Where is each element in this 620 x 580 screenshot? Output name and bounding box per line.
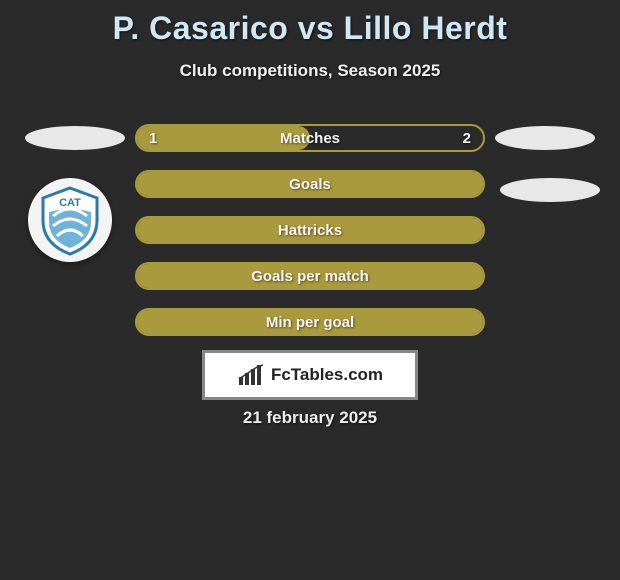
stat-bar-matches: 1 Matches 2 bbox=[135, 124, 485, 152]
left-player-ellipse bbox=[25, 126, 125, 150]
stat-goals-label: Goals bbox=[289, 176, 331, 193]
stat-row-hattricks: Hattricks bbox=[0, 216, 620, 244]
stat-row-goals: Goals bbox=[0, 170, 620, 198]
stat-gpm-label: Goals per match bbox=[251, 268, 369, 285]
svg-text:CAT: CAT bbox=[59, 197, 81, 209]
stat-bar-gpm: Goals per match bbox=[135, 262, 485, 290]
stat-matches-label: Matches bbox=[280, 130, 340, 147]
stat-matches-right-value: 2 bbox=[463, 130, 471, 147]
page-subtitle: Club competitions, Season 2025 bbox=[0, 61, 620, 81]
fctables-logo: FcTables.com bbox=[202, 350, 418, 400]
stat-matches-left-value: 1 bbox=[149, 130, 157, 147]
fctables-logo-text: FcTables.com bbox=[271, 365, 383, 385]
bar-chart-icon bbox=[237, 363, 265, 387]
stat-row-matches: 1 Matches 2 bbox=[0, 124, 620, 152]
stat-row-gpm: Goals per match bbox=[0, 262, 620, 290]
stat-bar-goals: Goals bbox=[135, 170, 485, 198]
stat-bar-hattricks: Hattricks bbox=[135, 216, 485, 244]
stat-mpg-label: Min per goal bbox=[266, 314, 354, 331]
stat-row-mpg: Min per goal bbox=[0, 308, 620, 336]
page-title: P. Casarico vs Lillo Herdt bbox=[0, 0, 620, 47]
club-badge-letters: CAT bbox=[59, 197, 81, 209]
right-player-ellipse bbox=[495, 126, 595, 150]
right-pad-0 bbox=[485, 126, 605, 150]
stat-bar-mpg: Min per goal bbox=[135, 308, 485, 336]
stat-hattricks-label: Hattricks bbox=[278, 222, 342, 239]
datestamp: 21 february 2025 bbox=[0, 408, 620, 428]
left-pad-0 bbox=[15, 126, 135, 150]
